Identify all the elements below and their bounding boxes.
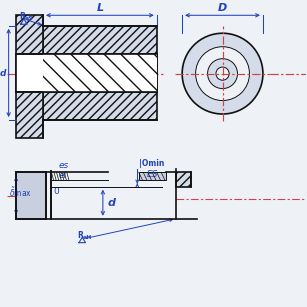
Text: ES: ES (146, 170, 158, 179)
Text: 0: 0 (53, 187, 59, 196)
Text: ei: ei (59, 171, 67, 180)
Circle shape (196, 47, 250, 101)
Text: aS: aS (25, 16, 33, 21)
Text: R: R (77, 231, 83, 240)
Circle shape (216, 67, 229, 80)
Text: d: d (107, 198, 115, 208)
Bar (43, 26, 157, 120)
Text: D: D (218, 3, 227, 13)
Text: es: es (59, 161, 69, 170)
Bar (16, 15, 43, 138)
Circle shape (182, 33, 263, 114)
Bar (176, 172, 191, 187)
Text: aH: aH (83, 235, 92, 240)
Text: d: d (0, 69, 6, 78)
Text: d: d (46, 59, 52, 68)
Text: |Omin: |Omin (139, 159, 164, 169)
Bar (16, 172, 46, 219)
Bar (16, 54, 157, 91)
Text: 0: 0 (50, 65, 53, 70)
Text: R: R (19, 12, 25, 21)
Text: L: L (96, 3, 103, 13)
Text: $\tilde{\delta}$max: $\tilde{\delta}$max (9, 186, 32, 199)
Circle shape (208, 59, 238, 89)
Bar (139, 172, 166, 181)
Bar (43, 54, 157, 91)
